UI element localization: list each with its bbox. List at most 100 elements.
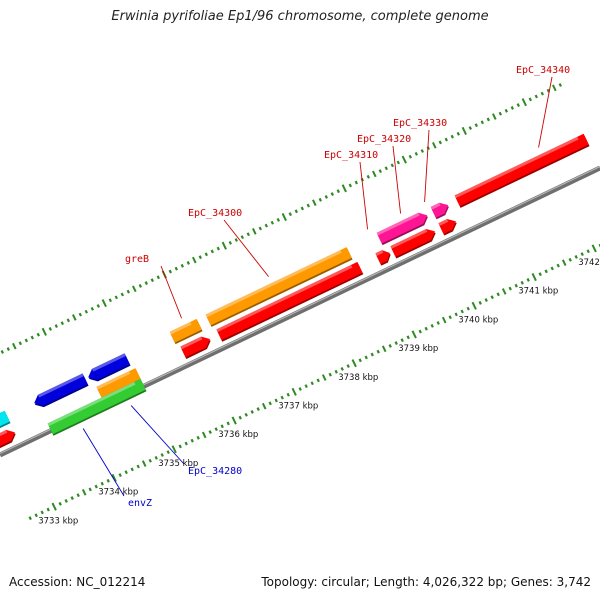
- gene-feature[interactable]: [390, 226, 438, 259]
- inner-tick: [574, 255, 578, 259]
- inner-tick: [460, 309, 464, 314]
- inner-tick: [321, 374, 327, 381]
- inner-tick: [496, 292, 500, 297]
- outer-tick: [450, 134, 454, 139]
- gene-feature[interactable]: [169, 318, 203, 345]
- gene-feature[interactable]: [47, 378, 147, 436]
- outer-tick: [18, 341, 22, 346]
- gene-feature[interactable]: [96, 368, 142, 400]
- gene-label[interactable]: envZ: [128, 498, 152, 509]
- outer-tick: [516, 103, 520, 108]
- scale-tick-label: 3733 kbp: [38, 516, 78, 526]
- inner-tick: [238, 415, 242, 420]
- inner-tick: [250, 410, 254, 414]
- inner-tick: [118, 473, 122, 478]
- inner-tick: [40, 510, 44, 515]
- inner-tick: [178, 444, 182, 449]
- gene-feature-highlight: [390, 229, 428, 249]
- inner-tick: [418, 329, 422, 334]
- outer-tick: [24, 338, 28, 343]
- inner-tick: [141, 460, 147, 467]
- gene-label[interactable]: EpC_34330: [393, 118, 447, 129]
- inner-tick: [298, 387, 302, 391]
- outer-tick: [221, 241, 227, 250]
- gene-label[interactable]: EpC_34320: [357, 134, 411, 145]
- label-leader-line: [82, 428, 125, 497]
- outer-tick: [552, 84, 557, 92]
- gene-feature-body: [180, 336, 210, 358]
- gene-feature[interactable]: [0, 427, 18, 450]
- outer-tick: [156, 275, 160, 280]
- outer-tick: [246, 232, 250, 237]
- outer-tick: [180, 263, 184, 268]
- inner-tick: [400, 338, 404, 343]
- inner-tick: [466, 306, 470, 311]
- outer-tick: [78, 312, 82, 317]
- outer-tick: [288, 212, 292, 217]
- outer-tick: [486, 117, 490, 122]
- gene-label[interactable]: EpC_34340: [516, 65, 570, 76]
- outer-tick: [401, 155, 407, 164]
- gene-feature[interactable]: [454, 133, 590, 208]
- gene-feature-highlight: [438, 218, 449, 226]
- outer-tick: [234, 238, 238, 242]
- label-leader-line: [130, 405, 185, 465]
- outer-tick: [168, 269, 172, 274]
- gene-labels: EpC_34340 EpC_34330 EpC_34320 EpC_34310 EpC_…: [125, 65, 570, 509]
- gene-feature[interactable]: [375, 248, 393, 266]
- scale-tick-label: 3738 kbp: [338, 373, 378, 383]
- gene-label[interactable]: EpC_34310: [324, 150, 378, 161]
- outer-tick: [12, 342, 17, 350]
- gene-label[interactable]: EpC_34300: [188, 208, 242, 219]
- inner-tick: [430, 323, 434, 328]
- outer-tick: [72, 314, 77, 321]
- outer-tick: [84, 309, 88, 314]
- outer-tick: [461, 126, 467, 135]
- gene-feature[interactable]: [216, 261, 364, 342]
- inner-tick: [220, 424, 224, 429]
- label-leader-line: [538, 76, 553, 148]
- gene-feature[interactable]: [376, 210, 431, 246]
- gene-feature[interactable]: [0, 410, 11, 434]
- inner-tick: [544, 269, 548, 274]
- outer-tick: [281, 212, 287, 222]
- gene-feature[interactable]: [86, 353, 131, 384]
- inner-tick: [94, 484, 98, 489]
- outer-tick: [294, 209, 298, 214]
- inner-tick: [196, 435, 200, 440]
- outer-tick: [558, 83, 562, 87]
- gene-label[interactable]: greB: [125, 254, 149, 265]
- gene-feature[interactable]: [438, 216, 459, 236]
- outer-tick: [330, 192, 334, 196]
- gene-label[interactable]: EpC_34280: [188, 466, 242, 477]
- inner-tick: [226, 421, 230, 426]
- gene-feature-highlight: [169, 321, 192, 335]
- inner-tick: [346, 364, 350, 368]
- gene-feature-body: [0, 429, 15, 448]
- outer-tick: [192, 256, 197, 264]
- gene-feature[interactable]: [430, 200, 452, 220]
- inner-tick: [280, 395, 284, 400]
- gene-feature-body: [47, 378, 146, 435]
- inner-tick: [46, 507, 50, 512]
- inner-tick: [484, 298, 488, 302]
- scale-tick-label: 3737 kbp: [278, 401, 318, 411]
- gene-feature-body: [376, 212, 428, 244]
- inner-tick: [76, 493, 80, 498]
- inner-tick: [58, 501, 62, 506]
- scale-tick-label: 3740 kbp: [458, 315, 498, 325]
- outer-tick: [276, 217, 280, 222]
- gene-feature[interactable]: [180, 334, 213, 359]
- inner-tick: [244, 412, 248, 417]
- inner-tick: [64, 499, 68, 503]
- outer-tick: [150, 278, 154, 283]
- gene-feature-highlight: [91, 353, 126, 372]
- gene-feature[interactable]: [205, 247, 353, 327]
- inner-tick: [171, 445, 177, 454]
- outer-tick: [312, 199, 317, 206]
- outer-tick-ring: [0, 83, 562, 354]
- gene-feature-highlight: [0, 429, 8, 440]
- gene-feature[interactable]: [32, 373, 89, 410]
- inner-tick: [160, 453, 164, 457]
